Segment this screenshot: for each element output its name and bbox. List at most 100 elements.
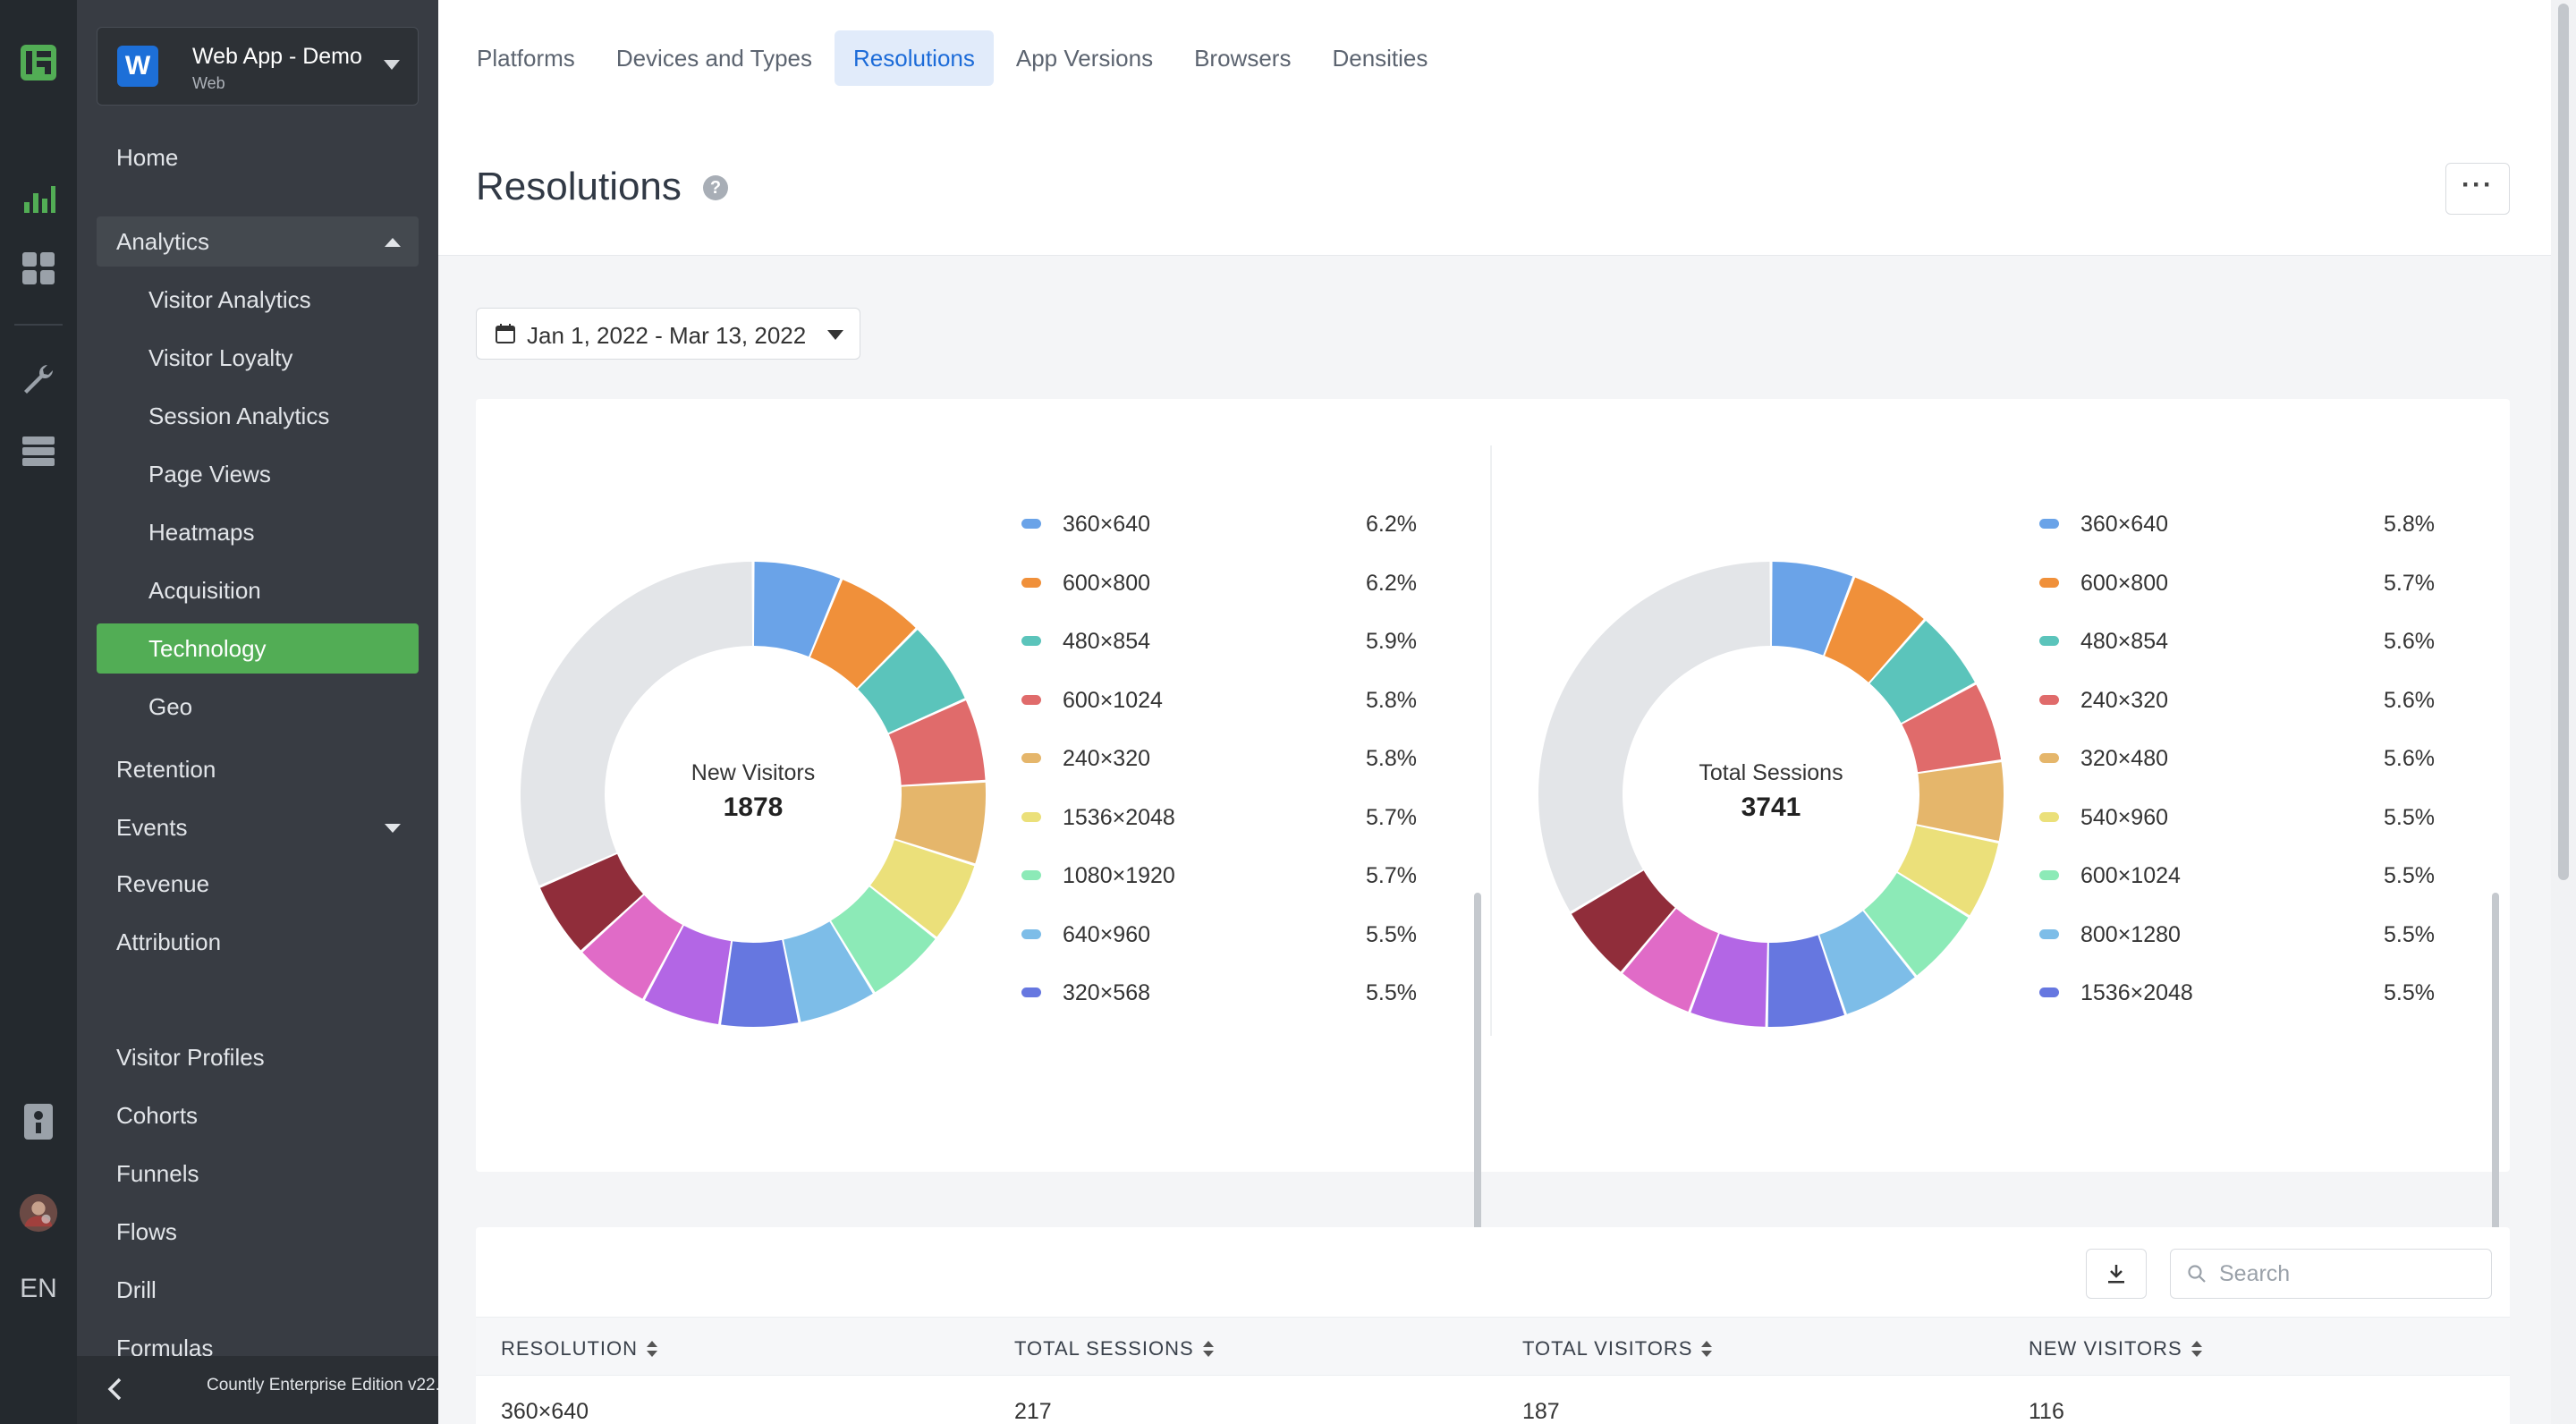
app-selector[interactable]: W Web App - Demo Web xyxy=(97,27,419,106)
help-icon[interactable]: ? xyxy=(703,175,728,200)
dashboards-icon[interactable] xyxy=(19,249,58,288)
donut-slice-600×800[interactable] xyxy=(809,580,916,689)
column-header-resolution[interactable]: RESOLUTION xyxy=(501,1337,658,1360)
sidebar-item-drill[interactable]: Drill xyxy=(116,1276,157,1303)
legend-item[interactable]: 320×568 5.5% xyxy=(1013,975,1424,1007)
search-input[interactable] xyxy=(2219,1259,2479,1289)
donut-slice-1080×1920[interactable] xyxy=(1572,870,1675,972)
download-button[interactable] xyxy=(2086,1249,2147,1299)
legend-scrollbar[interactable] xyxy=(2492,893,2499,1369)
legend-item[interactable]: 1536×2048 5.5% xyxy=(2030,975,2442,1007)
donut-slice-240×320[interactable] xyxy=(1902,684,2002,773)
donut-slice-360×640[interactable] xyxy=(753,562,841,657)
donut-slice-600×800[interactable] xyxy=(1825,577,1924,682)
tab-browsers[interactable]: Browsers xyxy=(1194,45,1292,72)
donut-slice-320×480[interactable] xyxy=(644,925,732,1025)
sidebar-item-visitor-loyalty[interactable]: Visitor Loyalty xyxy=(148,344,293,371)
donut-slice-540×960[interactable] xyxy=(1897,826,1999,916)
sidebar-item-analytics[interactable]: Analytics xyxy=(97,216,419,267)
column-header-total-sessions[interactable]: TOTAL SESSIONS xyxy=(1014,1337,1214,1360)
donut-slice-640×960[interactable] xyxy=(1623,908,1718,1012)
analytics-icon[interactable] xyxy=(19,179,58,218)
donut-slice-480×854[interactable] xyxy=(858,630,965,733)
sidebar-item-cohorts[interactable]: Cohorts xyxy=(116,1102,199,1129)
legend-item[interactable]: 600×800 6.2% xyxy=(1013,565,1424,601)
tab-densities[interactable]: Densities xyxy=(1332,45,1428,72)
donut-slice-480×854[interactable] xyxy=(1869,621,1975,724)
donut-slice-600×1024[interactable] xyxy=(1864,873,1969,976)
sidebar-item-technology[interactable]: Technology xyxy=(97,623,419,674)
donut-slice-540×960[interactable] xyxy=(540,853,643,951)
legend-item[interactable]: 360×640 6.2% xyxy=(1013,506,1424,542)
legend-item[interactable]: 480×854 5.6% xyxy=(2030,623,2442,659)
donut-slice-800×1280[interactable] xyxy=(1819,911,1915,1014)
date-range-picker[interactable]: Jan 1, 2022 - Mar 13, 2022 xyxy=(476,308,860,360)
tab-resolutions[interactable]: Resolutions xyxy=(835,30,994,86)
legend-item[interactable]: 240×320 5.6% xyxy=(2030,682,2442,718)
collapse-sidebar-icon[interactable] xyxy=(102,1376,129,1403)
donut-slice-Other[interactable] xyxy=(521,562,753,886)
sidebar-item-flows[interactable]: Flows xyxy=(116,1218,177,1245)
tab-platforms[interactable]: Platforms xyxy=(477,45,575,72)
legend-label: 640×960 xyxy=(1063,921,1151,947)
data-manager-icon[interactable] xyxy=(19,431,58,470)
legend-item[interactable]: 360×640 5.8% xyxy=(2030,506,2442,542)
legend-item[interactable]: 600×1024 5.8% xyxy=(1013,682,1424,718)
legend-scrollbar[interactable] xyxy=(1474,893,1481,1369)
sidebar-item-funnels[interactable]: Funnels xyxy=(116,1160,199,1187)
page-scrollbar[interactable] xyxy=(2551,0,2576,1424)
sidebar-item-session-analytics[interactable]: Session Analytics xyxy=(148,403,330,429)
column-header-new-visitors[interactable]: NEW VISITORS xyxy=(2029,1337,2202,1360)
legend-item[interactable]: 800×1280 5.5% xyxy=(2030,917,2442,953)
tab-devices-and-types[interactable]: Devices and Types xyxy=(615,45,813,72)
legend-item[interactable]: 480×854 5.9% xyxy=(1013,623,1424,659)
legend-item[interactable]: 600×800 5.7% xyxy=(2030,565,2442,601)
donut-slice-240×320[interactable] xyxy=(894,782,986,864)
sidebar-item-retention[interactable]: Retention xyxy=(116,756,216,783)
sidebar-item-home[interactable]: Home xyxy=(116,144,179,171)
sidebar-item-visitor-analytics[interactable]: Visitor Analytics xyxy=(148,286,311,313)
avatar[interactable] xyxy=(19,1193,58,1233)
language-selector[interactable]: EN xyxy=(20,1274,57,1303)
countly-logo-icon[interactable] xyxy=(19,43,58,82)
new-visitors-legend[interactable]: 360×640 6.2% 600×800 6.2% 480×854 5.9% 600×102… xyxy=(1013,506,1424,1007)
legend-item[interactable]: 540×960 5.5% xyxy=(2030,800,2442,835)
donut-slice-320×480[interactable] xyxy=(1916,762,2004,841)
column-header-total-visitors[interactable]: TOTAL VISITORS xyxy=(1522,1337,1713,1360)
more-options-button[interactable]: ··· xyxy=(2445,163,2510,215)
donut-slice-1536×2048[interactable] xyxy=(1767,935,1844,1027)
wrench-icon[interactable] xyxy=(19,360,58,399)
donut-slice-1080×1920[interactable] xyxy=(831,886,936,993)
sidebar-item-heatmaps[interactable]: Heatmaps xyxy=(148,519,255,546)
legend-item[interactable]: 600×1024 5.5% xyxy=(2030,858,2442,894)
legend-item[interactable]: 240×320 5.8% xyxy=(1013,741,1424,776)
donut-slice-320×568[interactable] xyxy=(1690,933,1767,1027)
sidebar-item-events[interactable]: Events xyxy=(97,802,419,852)
legend-percentage: 5.9% xyxy=(1366,629,1417,654)
search-field[interactable] xyxy=(2170,1249,2492,1299)
donut-slice-640×960[interactable] xyxy=(784,921,873,1022)
tab-app-versions[interactable]: App Versions xyxy=(1015,45,1154,72)
donut-slice-800×1280[interactable] xyxy=(582,894,682,999)
legend-label: 480×854 xyxy=(2080,629,2169,654)
donut-slice-600×1024[interactable] xyxy=(888,700,986,785)
legend-label: 320×480 xyxy=(2080,746,2169,771)
legend-item[interactable]: 1080×1920 5.7% xyxy=(1013,858,1424,894)
sidebar-item-revenue[interactable]: Revenue xyxy=(116,870,210,897)
sidebar-item-page-views[interactable]: Page Views xyxy=(148,461,271,487)
legend-item[interactable]: 320×480 5.6% xyxy=(2030,741,2442,776)
sidebar-item-visitor-profiles[interactable]: Visitor Profiles xyxy=(116,1044,265,1071)
donut-slice-360×640[interactable] xyxy=(1771,562,1853,656)
donut-slice-320×568[interactable] xyxy=(721,939,799,1027)
donut-slice-Other[interactable] xyxy=(1538,562,1771,912)
documentation-icon[interactable] xyxy=(19,1102,58,1141)
sidebar-item-attribution[interactable]: Attribution xyxy=(116,928,222,955)
sidebar-item-geo[interactable]: Geo xyxy=(148,693,193,720)
legend-item[interactable]: 1536×2048 5.7% xyxy=(1013,800,1424,835)
sidebar-item-acquisition[interactable]: Acquisition xyxy=(148,577,261,604)
total-sessions-legend[interactable]: 360×640 5.8% 600×800 5.7% 480×854 5.6% 240×320… xyxy=(2030,506,2442,1007)
donut-slice-1536×2048[interactable] xyxy=(870,840,975,937)
table-cell-total-visitors: 187 xyxy=(1522,1399,1560,1424)
legend-item[interactable]: 640×960 5.5% xyxy=(1013,917,1424,953)
scrollbar-thumb[interactable] xyxy=(2558,4,2569,880)
